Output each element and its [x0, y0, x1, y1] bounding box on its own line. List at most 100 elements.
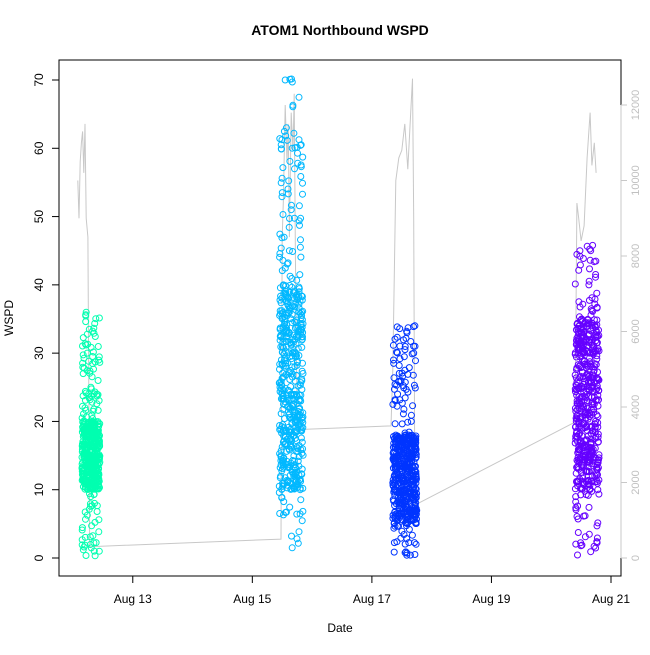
data-point [413, 515, 420, 523]
data-point [91, 552, 99, 560]
data-point [277, 410, 285, 418]
data-point [298, 470, 306, 478]
data-point [284, 408, 292, 416]
data-point [585, 530, 593, 538]
data-point [285, 328, 293, 336]
y-tick-label: 50 [32, 210, 46, 224]
data-point [91, 388, 99, 396]
data-point [80, 417, 88, 425]
data-point [590, 258, 598, 266]
data-point [280, 511, 287, 519]
data-point [409, 371, 417, 379]
data-point [296, 510, 304, 518]
data-point [82, 552, 90, 559]
data-point [299, 445, 307, 453]
secondary-line [77, 78, 597, 548]
data-point [397, 443, 405, 451]
data-point [401, 366, 409, 374]
data-point [585, 281, 593, 289]
data-point [579, 349, 587, 357]
data-point [298, 386, 306, 393]
data-point [390, 385, 398, 393]
data-point [573, 364, 581, 372]
data-point [391, 335, 399, 343]
data-point [278, 189, 286, 197]
data-point [401, 549, 409, 557]
data-point [293, 143, 301, 151]
data-point [288, 544, 296, 552]
data-point [412, 505, 420, 513]
data-point [411, 484, 419, 492]
data-point [291, 417, 299, 425]
data-point [593, 289, 601, 297]
data-point [88, 502, 96, 510]
data-point [297, 253, 305, 261]
data-point [280, 424, 288, 432]
data-point [288, 283, 296, 291]
data-point [410, 381, 418, 389]
data-point [288, 370, 296, 378]
data-point [297, 496, 305, 504]
data-point [95, 314, 103, 322]
data-point [277, 343, 285, 351]
data-point [294, 330, 302, 338]
data-point [288, 466, 296, 474]
data-point [587, 447, 595, 455]
data-point [284, 190, 292, 198]
data-point [86, 477, 94, 485]
y-tick-label: 20 [32, 414, 46, 428]
data-point [595, 490, 603, 498]
data-point [594, 486, 602, 494]
data-point [579, 255, 587, 262]
data-point [80, 354, 88, 362]
data-point [585, 277, 593, 285]
data-point [571, 385, 579, 393]
data-point [290, 214, 298, 222]
data-point [405, 364, 413, 372]
data-point [572, 388, 579, 396]
data-point [395, 362, 403, 369]
data-point [294, 344, 302, 352]
data-point [403, 329, 411, 337]
data-point [590, 462, 597, 470]
data-point [391, 472, 399, 480]
data-point [298, 465, 306, 473]
data-point [580, 325, 588, 333]
data-point [298, 375, 306, 383]
data-point [575, 448, 583, 456]
data-point [403, 458, 411, 466]
y-tick-label: 10 [32, 483, 46, 497]
data-point [588, 487, 596, 495]
data-point [581, 452, 589, 460]
data-point [276, 464, 284, 472]
data-point [81, 541, 89, 549]
data-point [581, 424, 589, 432]
data-point [279, 256, 287, 264]
data-point [587, 360, 595, 368]
data-point [284, 185, 292, 193]
data-point [390, 374, 398, 382]
data-point [291, 295, 299, 303]
data-point [292, 371, 300, 379]
data-point [592, 417, 599, 425]
data-point [85, 325, 93, 333]
data-point [580, 383, 587, 391]
data-point [91, 499, 98, 507]
data-point [279, 211, 287, 218]
data-point [291, 336, 299, 344]
data-point [283, 136, 291, 144]
data-point [93, 508, 101, 515]
data-point [588, 398, 596, 406]
data-point [94, 406, 102, 414]
data-point [577, 424, 585, 432]
data-point [80, 452, 88, 460]
data-point [574, 502, 582, 510]
data-point [593, 411, 601, 419]
data-point [411, 501, 419, 509]
data-point [588, 294, 596, 302]
data-point [293, 480, 301, 488]
data-point [595, 376, 603, 384]
data-point [587, 383, 595, 391]
data-point [586, 485, 594, 493]
data-point [286, 272, 294, 280]
